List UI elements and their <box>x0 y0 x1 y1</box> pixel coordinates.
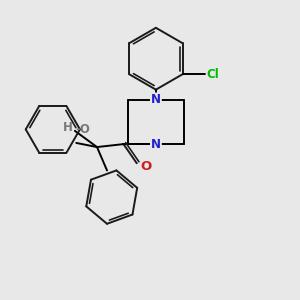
Text: N: N <box>151 138 161 151</box>
Text: O: O <box>140 160 152 173</box>
Text: H: H <box>63 121 73 134</box>
Text: -O: -O <box>75 123 90 136</box>
Text: Cl: Cl <box>206 68 219 81</box>
Text: N: N <box>151 93 161 106</box>
